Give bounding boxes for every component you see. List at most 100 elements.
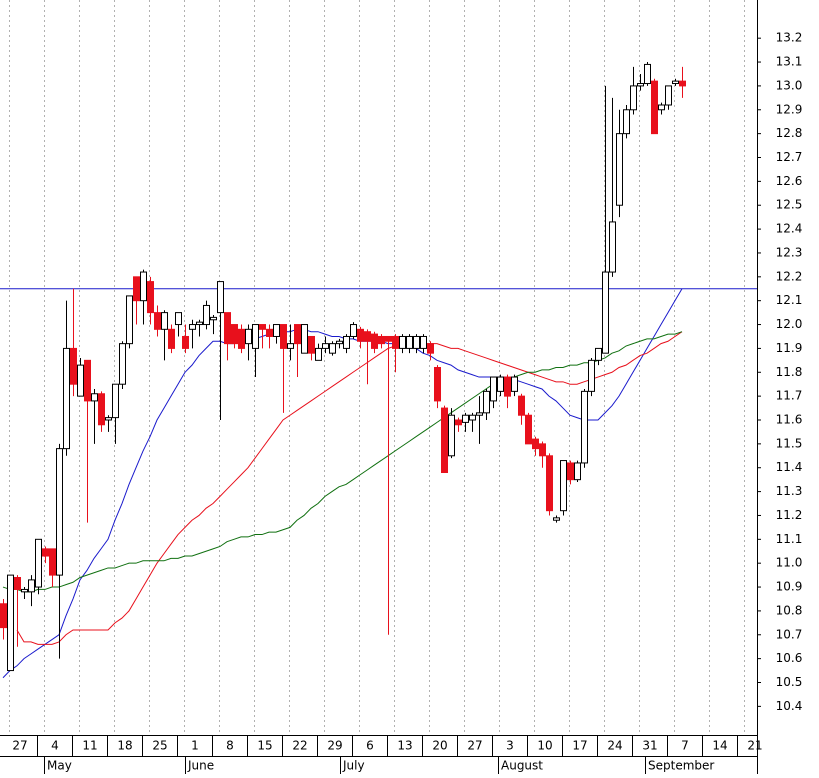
candle-body	[273, 324, 280, 337]
candle-body	[63, 347, 70, 450]
month-label: May	[47, 759, 72, 773]
candle-body	[49, 548, 56, 576]
y-tick-label: 13.1	[776, 55, 803, 69]
candle-body	[350, 324, 357, 337]
y-tick-label: 12.2	[776, 269, 803, 283]
candle-body	[245, 328, 252, 345]
x-tick-label: 14	[712, 739, 727, 753]
candle-body	[308, 335, 315, 354]
month-label: September	[648, 759, 714, 773]
x-tick-label: 8	[226, 739, 234, 753]
candle-body	[385, 335, 392, 342]
x-tick-label: 17	[572, 739, 587, 753]
candle-body	[343, 335, 350, 349]
candle-body	[679, 80, 686, 87]
candle-body	[574, 462, 581, 481]
candle-body	[560, 460, 567, 512]
candle-body	[182, 335, 189, 349]
y-tick-label: 10.8	[776, 603, 803, 617]
candle-body	[322, 343, 329, 349]
y-tick-label: 11.3	[776, 484, 803, 498]
candle-body	[644, 63, 651, 85]
candle-body	[203, 304, 210, 326]
candle-body	[672, 80, 679, 85]
x-tick-label: 1	[191, 739, 199, 753]
y-tick-label: 12.1	[776, 293, 803, 307]
x-tick-label: 4	[51, 739, 59, 753]
candle-body	[616, 133, 623, 206]
candle-body	[567, 462, 574, 481]
candle-body	[665, 85, 672, 106]
candle-body	[266, 328, 273, 337]
candle-body	[217, 281, 224, 314]
candle-body	[406, 335, 413, 349]
candle-body	[224, 312, 231, 345]
candle-body	[448, 414, 455, 457]
y-tick-label: 11.8	[776, 365, 803, 379]
y-tick-label: 11.6	[776, 413, 803, 427]
candle-body	[392, 335, 399, 349]
candle-body	[630, 85, 637, 111]
x-tick-label: 18	[117, 739, 132, 753]
x-tick-label: 10	[537, 739, 552, 753]
candle-body	[301, 324, 308, 354]
y-tick-label: 12.9	[776, 102, 803, 116]
candle-body	[105, 417, 112, 421]
candle-body	[42, 548, 49, 557]
x-tick-label: 3	[506, 739, 514, 753]
candle-body	[462, 414, 469, 423]
candle-body	[70, 347, 77, 385]
y-tick-label: 11.1	[776, 532, 803, 546]
y-tick-label: 12.7	[776, 150, 803, 164]
month-label: June	[187, 759, 214, 773]
candle-body	[364, 331, 371, 342]
x-tick-label: 6	[366, 739, 374, 753]
candle-body	[595, 347, 602, 361]
candle-body	[14, 577, 21, 590]
candle-body	[427, 343, 434, 354]
candle-body	[609, 221, 616, 273]
candle-body	[532, 438, 539, 450]
candle-body	[651, 80, 658, 135]
candle-body	[77, 364, 84, 397]
x-tick-label: 13	[397, 739, 412, 753]
candle-body	[469, 414, 476, 421]
candle-body	[658, 104, 665, 111]
candle-body	[623, 109, 630, 135]
y-tick-label: 11.7	[776, 389, 803, 403]
candle-body	[399, 335, 406, 349]
candle-body	[294, 324, 301, 345]
candle-body	[210, 316, 217, 321]
candle-body	[175, 312, 182, 326]
candle-body	[539, 443, 546, 457]
candle-body	[434, 367, 441, 402]
candle-body	[98, 393, 105, 426]
candle-body	[476, 412, 483, 416]
moving-average-line	[2, 288, 683, 679]
candle-body	[357, 328, 364, 342]
candle-body	[126, 295, 133, 345]
y-tick-label: 13.0	[776, 78, 803, 92]
candle-body	[287, 343, 294, 349]
candle-body	[546, 455, 553, 512]
candle-body	[238, 328, 245, 349]
candle-body	[21, 588, 28, 593]
candle-body	[168, 328, 175, 349]
x-tick-label: 24	[607, 739, 622, 753]
candle-body	[147, 281, 154, 314]
candle-body	[91, 393, 98, 402]
candle-body	[7, 574, 14, 672]
y-tick-label: 12.5	[776, 198, 803, 212]
candle-body	[441, 407, 448, 473]
candle-body	[602, 271, 609, 354]
candle-body	[553, 517, 560, 521]
x-tick-label: 29	[327, 739, 342, 753]
y-tick-label: 11.0	[776, 556, 803, 570]
candle-body	[119, 343, 126, 385]
candle-body	[490, 376, 497, 402]
candle-body	[511, 376, 518, 392]
x-tick-label: 25	[152, 739, 167, 753]
x-tick-label: 27	[467, 739, 482, 753]
